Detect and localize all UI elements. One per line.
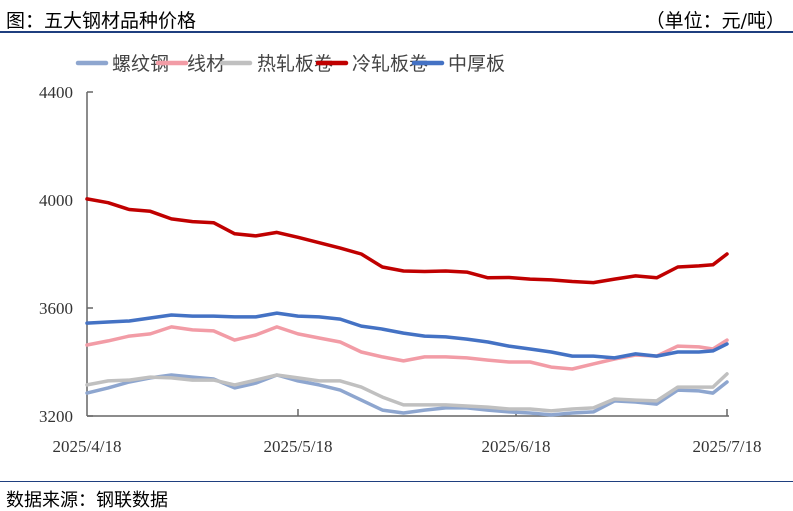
legend-label: 线材	[187, 53, 225, 75]
series-line-3	[85, 197, 729, 285]
legend-label: 冷轧板卷	[352, 53, 428, 75]
series-line-4	[85, 311, 729, 360]
series-line-0	[85, 373, 729, 417]
unit-label: （单位：元/吨）	[645, 10, 785, 32]
y-tick-label: 4400	[39, 83, 73, 102]
y-tick-label: 3600	[39, 299, 73, 318]
series-line-2	[85, 372, 729, 413]
y-tick-label: 4000	[39, 191, 73, 210]
x-tick-label: 2025/4/18	[53, 437, 122, 456]
legend-label: 热轧板卷	[257, 53, 333, 75]
x-tick-label: 2025/7/18	[693, 437, 762, 456]
data-source: 数据来源：钢联数据	[6, 490, 168, 511]
footer-divider	[0, 481, 793, 482]
chart-title: 图：五大钢材品种价格	[6, 10, 197, 32]
x-tick-label: 2025/6/18	[482, 437, 551, 456]
legend-label: 中厚板	[448, 53, 505, 75]
title-divider	[0, 31, 793, 33]
legend-label: 螺纹钢	[112, 53, 169, 75]
x-tick-label: 2025/5/18	[264, 437, 333, 456]
y-tick-label: 3200	[39, 407, 73, 426]
